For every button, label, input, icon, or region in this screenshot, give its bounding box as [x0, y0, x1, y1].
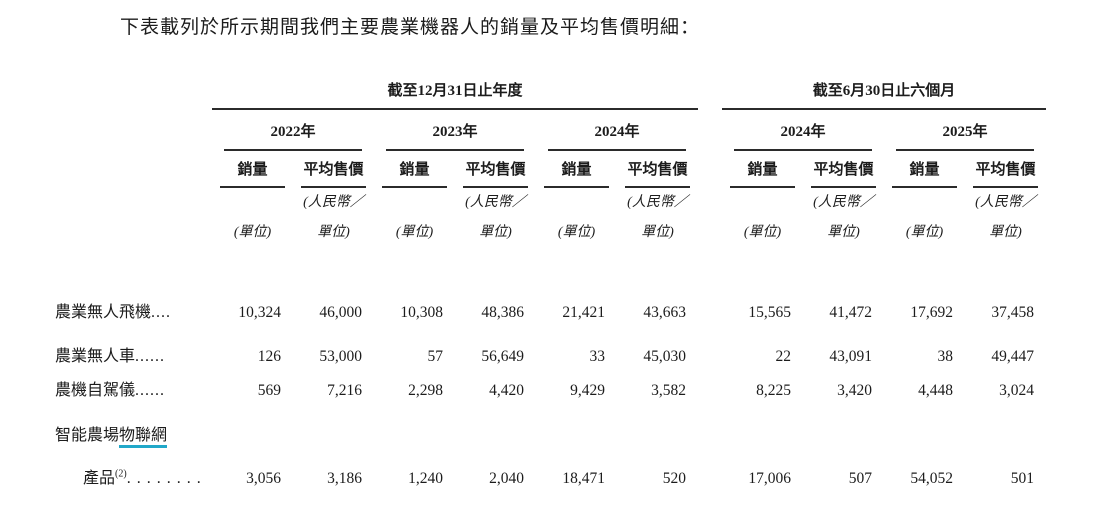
- data-cell: 48,386: [481, 304, 524, 321]
- data-cell: 54,052: [910, 470, 953, 487]
- data-cell: 49,447: [991, 348, 1034, 365]
- data-cell: 33: [589, 348, 606, 365]
- data-cell: 9,429: [570, 382, 605, 399]
- data-cell: 38: [937, 348, 954, 365]
- metric-header-sales: 銷量: [884, 151, 965, 188]
- data-cell: 10,308: [400, 304, 443, 321]
- data-cell: 3,582: [651, 382, 686, 399]
- unit-label-sales: (單位): [743, 225, 782, 240]
- row-label-drones: 農業無人飛機....: [55, 304, 172, 321]
- data-cell: 21,421: [562, 304, 605, 321]
- data-cell: 4,448: [918, 382, 953, 399]
- dot-leader: . . . . . . . .: [126, 470, 202, 487]
- iot-term-link[interactable]: 物聯網: [119, 427, 168, 448]
- metric-header-asp: 平均售價: [803, 151, 884, 188]
- data-cell: 126: [257, 348, 281, 365]
- unit-label-asp: (人民幣／ 單位): [627, 195, 688, 240]
- metric-header-sales: 銷量: [536, 151, 617, 188]
- data-cell: 501: [1010, 470, 1034, 487]
- year-header-6m2024: 2024年: [722, 110, 884, 151]
- unit-label-asp: (人民幣／ 單位): [813, 195, 874, 240]
- metric-header-asp: 平均售價: [965, 151, 1046, 188]
- unit-label-sales: (單位): [557, 225, 596, 240]
- corner-cell: [55, 70, 212, 110]
- unit-label-asp: (人民幣／ 單位): [465, 195, 526, 240]
- data-cell: 3,420: [837, 382, 872, 399]
- data-cell: 3,024: [999, 382, 1034, 399]
- year-header-2024: 2024年: [536, 110, 698, 151]
- data-cell: 3,056: [246, 470, 281, 487]
- group-gap: [698, 70, 722, 110]
- row-label-autosteer: 農機自駕儀......: [55, 382, 166, 399]
- unit-label-sales: (單位): [905, 225, 944, 240]
- unit-label-sales: (單位): [233, 225, 272, 240]
- data-cell: 15,565: [748, 304, 791, 321]
- metric-header-sales: 銷量: [722, 151, 803, 188]
- data-cell: 37,458: [991, 304, 1034, 321]
- year-header-2022: 2022年: [212, 110, 374, 151]
- data-cell: 7,216: [327, 382, 362, 399]
- period-group-annual: 截至12月31日止年度: [212, 70, 698, 110]
- metric-header-asp: 平均售價: [617, 151, 698, 188]
- data-cell: 4,420: [489, 382, 524, 399]
- metric-header-sales: 銷量: [212, 151, 293, 188]
- page-title: 下表載列於所示期間我們主要農業機器人的銷量及平均售價明細：: [120, 17, 701, 38]
- data-cell: 3,186: [327, 470, 362, 487]
- period-group-annual-label: 截至12月31日止年度: [212, 79, 698, 110]
- row-label-smartfarm-line1: 智能農場物聯網: [55, 400, 212, 448]
- footnote-marker: (2): [115, 468, 127, 480]
- data-cell: 520: [662, 470, 686, 487]
- data-cell: 8,225: [756, 382, 791, 399]
- table-row-autosteer: 農機自駕儀...... 569 7,216 2,298 4,420 9,429 …: [55, 366, 1046, 400]
- data-cell: 57: [427, 348, 444, 365]
- dot-leader: ....: [151, 304, 172, 321]
- data-cell: 17,692: [910, 304, 953, 321]
- data-cell: 507: [848, 470, 872, 487]
- data-cell: 17,006: [748, 470, 791, 487]
- table-row-smartfarm-values: 產品(2). . . . . . . . 3,056 3,186 1,240 2…: [55, 445, 1046, 488]
- data-cell: 2,298: [408, 382, 443, 399]
- data-cell: 22: [775, 348, 792, 365]
- unit-label-asp: (人民幣／ 單位): [303, 195, 364, 240]
- row-label-vehicles: 農業無人車......: [55, 348, 166, 365]
- data-cell: 43,663: [643, 304, 686, 321]
- unit-label-sales: (單位): [395, 225, 434, 240]
- sales-asp-table: 截至12月31日止年度 截至6月30日止六個月 2022年 2023年 2024…: [55, 70, 1046, 488]
- data-cell: 46,000: [319, 304, 362, 321]
- unit-label-asp: (人民幣／ 單位): [975, 195, 1036, 240]
- data-cell: 569: [257, 382, 281, 399]
- metric-header-sales: 銷量: [374, 151, 455, 188]
- dot-leader: ......: [135, 382, 166, 399]
- dot-leader: ......: [135, 348, 166, 365]
- data-cell: 2,040: [489, 470, 524, 487]
- metric-header-asp: 平均售價: [293, 151, 374, 188]
- table-row-drones: 農業無人飛機.... 10,324 46,000 10,308 48,386 2…: [55, 280, 1046, 322]
- row-label-smartfarm-line2: 產品(2). . . . . . . .: [83, 468, 202, 487]
- data-cell: 1,240: [408, 470, 443, 487]
- metric-header-asp: 平均售價: [455, 151, 536, 188]
- table-row-vehicles: 農業無人車...... 126 53,000 57 56,649 33 45,0…: [55, 322, 1046, 366]
- table-row-smartfarm-label: 智能農場物聯網: [55, 400, 1046, 448]
- data-cell: 53,000: [319, 348, 362, 365]
- data-cell: 41,472: [829, 304, 872, 321]
- data-cell: 18,471: [562, 470, 605, 487]
- data-cell: 45,030: [643, 348, 686, 365]
- year-header-6m2025: 2025年: [884, 110, 1046, 151]
- data-cell: 10,324: [238, 304, 281, 321]
- period-group-interim: 截至6月30日止六個月: [722, 70, 1046, 110]
- data-cell: 56,649: [481, 348, 524, 365]
- period-group-interim-label: 截至6月30日止六個月: [722, 79, 1046, 110]
- year-header-2023: 2023年: [374, 110, 536, 151]
- data-cell: 43,091: [829, 348, 872, 365]
